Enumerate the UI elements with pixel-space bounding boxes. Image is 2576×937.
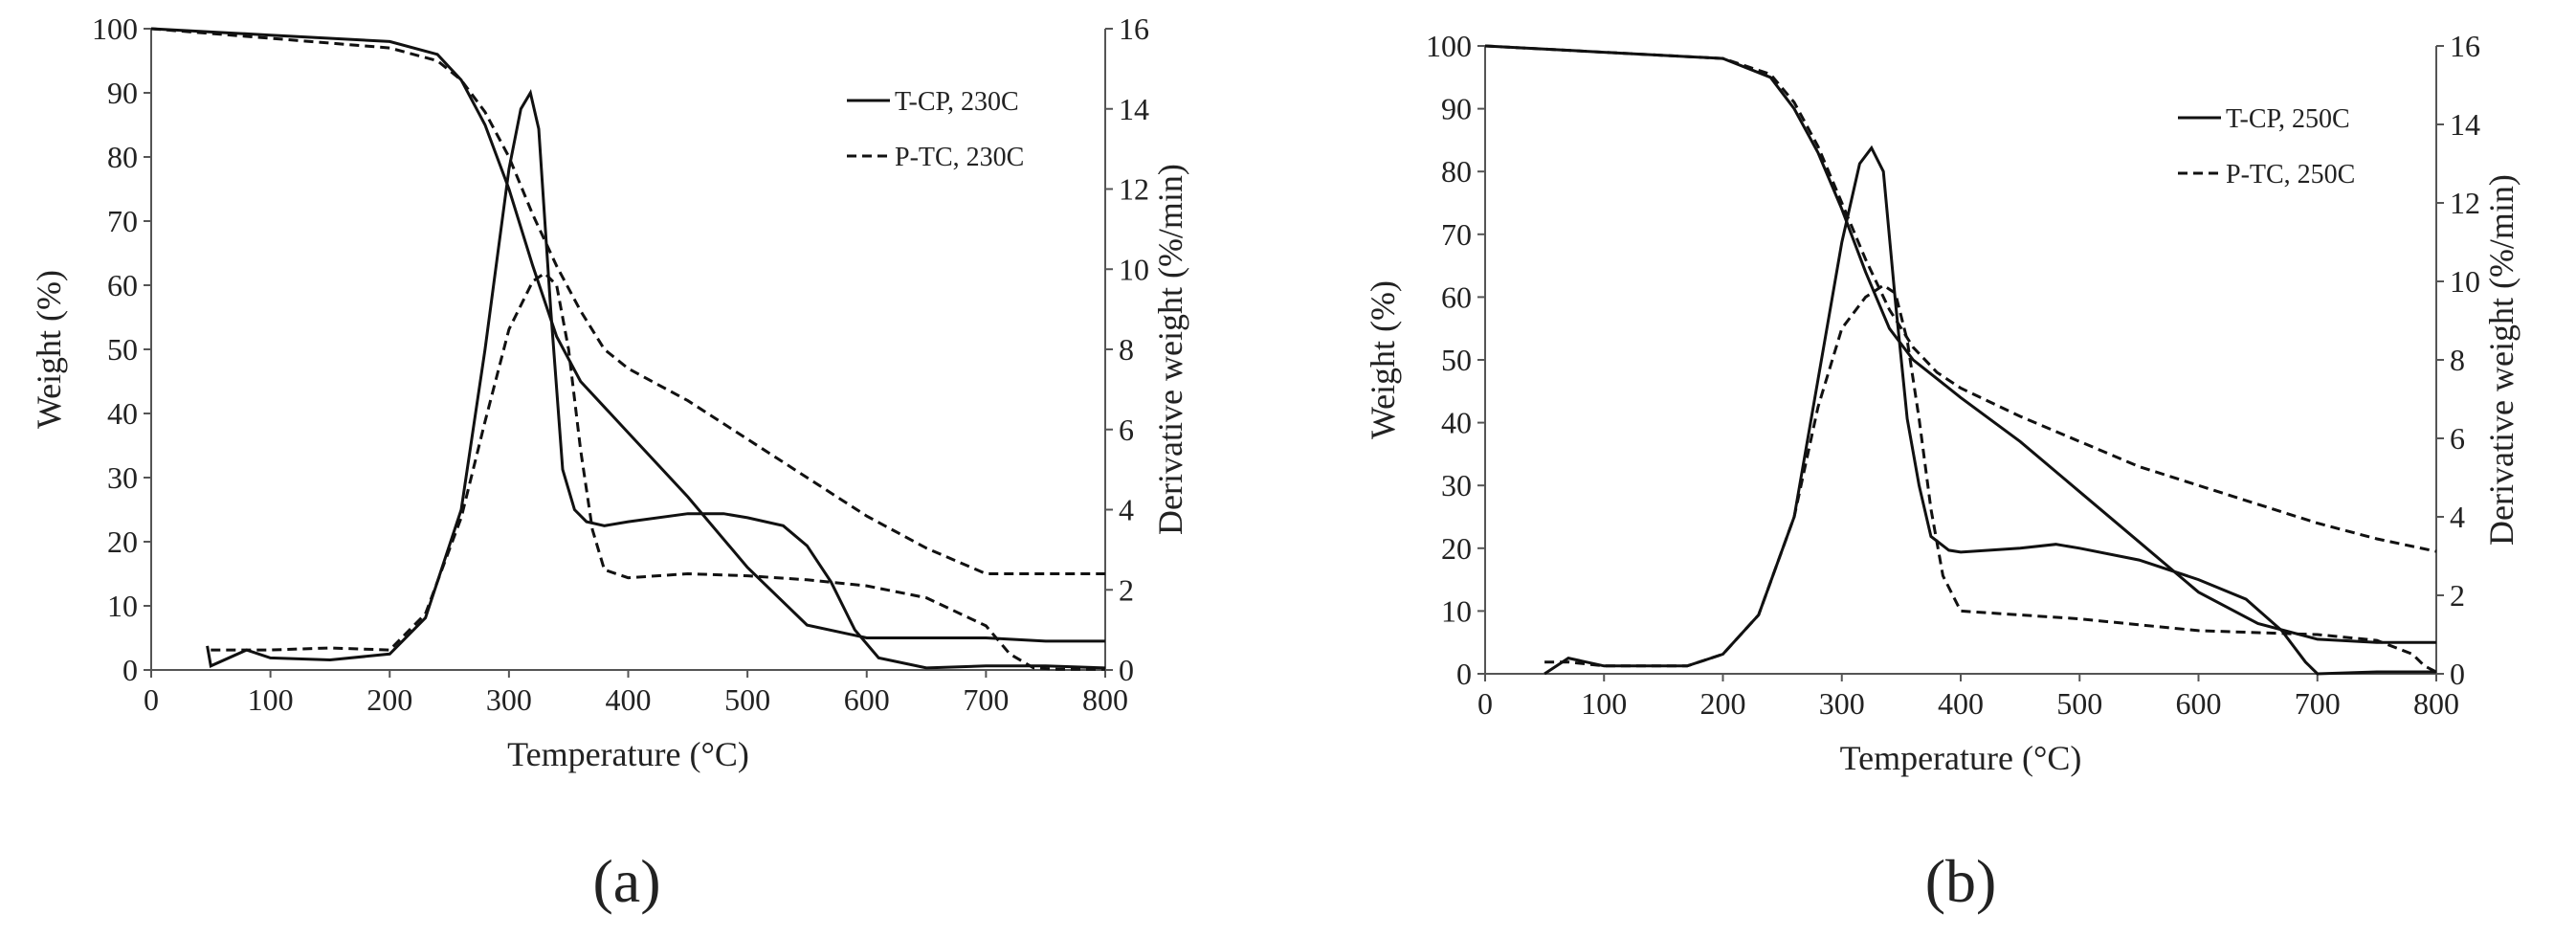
series-derivative-solid-line (206, 89, 1106, 670)
legend-label: T-CP, 250C (2226, 104, 2350, 134)
y-tick-label: 80 (1441, 154, 1472, 189)
panel-label: (b) (1925, 847, 1997, 915)
legend-label: T-CP, 230C (895, 87, 1019, 117)
y2-tick-label: 10 (2450, 264, 2480, 299)
y-tick-label: 90 (107, 76, 138, 110)
x-tick-label: 100 (248, 682, 294, 717)
y-tick-label: 30 (107, 460, 138, 495)
y-axis-title: Weight (%) (1364, 280, 1402, 439)
y-tick-label: 60 (1441, 279, 1472, 314)
x-tick-label: 100 (1581, 686, 1627, 721)
x-tick-label: 300 (486, 682, 532, 717)
y-tick-label: 60 (107, 268, 138, 302)
y2-tick-label: 14 (1119, 92, 1149, 126)
series-weight-dashed-line (150, 27, 1105, 575)
y2-tick-label: 14 (2450, 107, 2480, 142)
x-axis-title: Temperature (°C) (507, 735, 749, 773)
y2-tick-label: 10 (1119, 252, 1149, 286)
series-derivative-dashed-line (211, 271, 1105, 671)
y2-tick-label: 8 (1119, 332, 1134, 367)
y2-tick-label: 6 (2450, 421, 2465, 456)
y2-tick-label: 0 (2450, 657, 2465, 691)
x-tick-label: 600 (844, 682, 890, 717)
y-tick-label: 100 (92, 11, 138, 46)
y-tick-label: 0 (122, 653, 138, 687)
series-derivative-dashed-line (1544, 283, 2437, 674)
y-tick-label: 40 (1441, 406, 1472, 440)
y-tick-label: 80 (107, 140, 138, 174)
y-tick-label: 40 (107, 396, 138, 431)
y2-axis-title: Derivative weight (%/min) (2482, 174, 2520, 546)
x-tick-label: 500 (724, 682, 770, 717)
panel-label: (a) (592, 847, 660, 915)
x-tick-label: 0 (1477, 686, 1493, 721)
x-tick-label: 700 (2295, 686, 2341, 721)
y2-tick-label: 4 (2450, 500, 2465, 534)
series-weight-solid-line (1484, 44, 2436, 644)
x-axis-title: Temperature (°C) (1840, 739, 2082, 777)
y2-tick-label: 2 (2450, 578, 2465, 613)
x-tick-label: 400 (606, 682, 652, 717)
y2-tick-label: 2 (1119, 572, 1134, 607)
y-tick-label: 50 (107, 332, 138, 367)
series-derivative-solid-line (1543, 145, 2436, 676)
y2-tick-label: 12 (2450, 186, 2480, 220)
y-tick-label: 70 (1441, 217, 1472, 252)
x-tick-label: 200 (366, 682, 412, 717)
x-tick-label: 0 (144, 682, 159, 717)
y-tick-label: 20 (1441, 531, 1472, 566)
chart-panel-b: 0 100 200 300 400 500 600 700 800010203040506070… (1364, 29, 2520, 915)
y-tick-label: 50 (1441, 343, 1472, 377)
chart-panel-a: 0 100 200 300 400 500 600 700 800010203040506070… (30, 11, 1189, 915)
series-weight-dashed-line (1484, 44, 2437, 553)
x-tick-label: 800 (1082, 682, 1128, 717)
y-axis-title: Weight (%) (30, 270, 68, 429)
y2-tick-label: 16 (2450, 29, 2480, 63)
y2-tick-label: 4 (1119, 493, 1134, 527)
y-tick-label: 10 (107, 589, 138, 623)
y-tick-label: 90 (1441, 92, 1472, 126)
series-weight-solid-line (150, 27, 1105, 643)
x-tick-label: 700 (963, 682, 1009, 717)
x-tick-label: 600 (2176, 686, 2222, 721)
y-tick-label: 70 (107, 204, 138, 238)
y2-tick-label: 12 (1119, 172, 1149, 207)
x-tick-label: 200 (1700, 686, 1746, 721)
y-tick-label: 0 (1456, 657, 1472, 691)
y-tick-label: 100 (1426, 29, 1472, 63)
y2-tick-label: 8 (2450, 343, 2465, 377)
y-tick-label: 20 (107, 524, 138, 559)
x-tick-label: 400 (1938, 686, 1984, 721)
y2-tick-label: 0 (1119, 653, 1134, 687)
legend-label: P-TC, 250C (2226, 160, 2355, 190)
y-tick-label: 10 (1441, 593, 1472, 628)
x-tick-label: 500 (2056, 686, 2102, 721)
y-tick-label: 30 (1441, 468, 1472, 502)
y2-tick-label: 16 (1119, 11, 1149, 46)
x-tick-label: 300 (1819, 686, 1865, 721)
x-tick-label: 800 (2413, 686, 2459, 721)
y2-tick-label: 6 (1119, 413, 1134, 447)
y2-axis-title: Derivative weight (%/min) (1151, 164, 1189, 535)
legend-label: P-TC, 230C (895, 143, 1024, 172)
